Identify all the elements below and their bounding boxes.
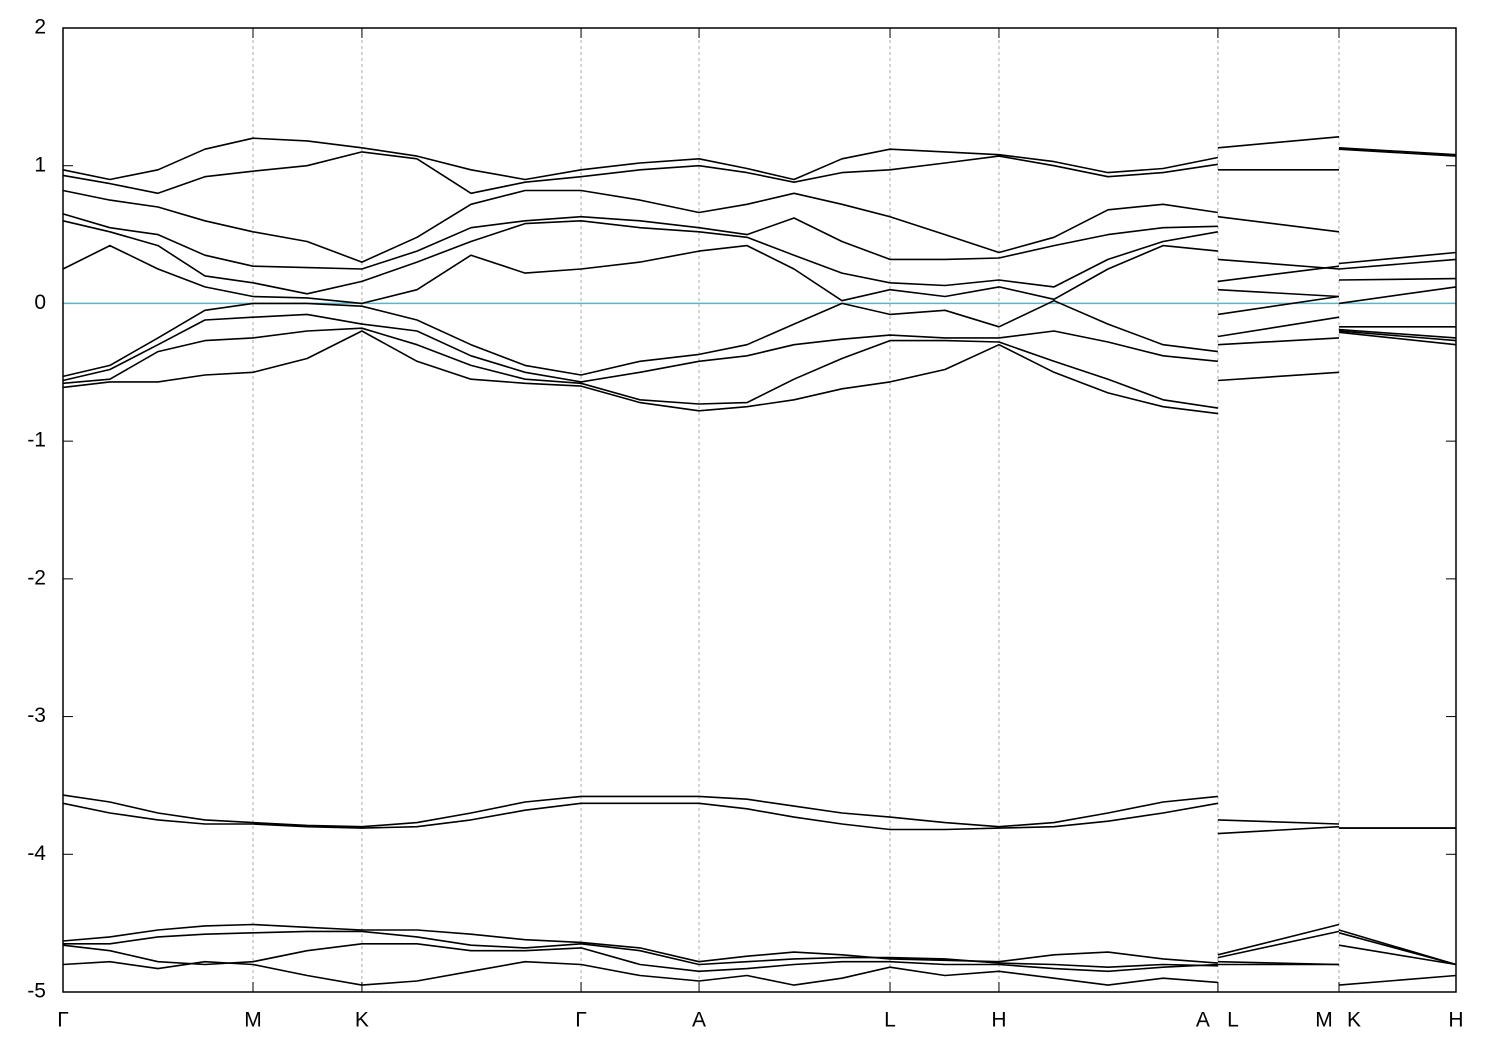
band-line xyxy=(62,802,1456,835)
x-tick-label: L xyxy=(884,1009,896,1032)
x-tick-label: K xyxy=(1347,1009,1361,1032)
band-line xyxy=(62,295,1456,378)
y-tick-label: -4 xyxy=(27,842,46,865)
plot-frame xyxy=(62,27,1457,993)
band-line xyxy=(62,220,1457,295)
y-tick-label: -3 xyxy=(27,704,46,727)
x-tick-label: H xyxy=(1448,1009,1463,1032)
x-tick-label: M xyxy=(1315,1009,1333,1032)
x-tick-label: Γ xyxy=(57,1009,69,1032)
y-tick-label: 2 xyxy=(34,16,46,39)
y-tick-label: -2 xyxy=(27,566,46,589)
x-tick-label: K xyxy=(355,1009,369,1032)
x-tick-label: M xyxy=(244,1009,262,1032)
x-tick-label: A xyxy=(692,1009,706,1032)
y-tick-label: 1 xyxy=(34,153,46,176)
band-line xyxy=(62,148,1457,195)
band-line xyxy=(62,189,1457,265)
y-tick-label: -5 xyxy=(27,980,46,1003)
x-tick-label: L xyxy=(1227,1009,1239,1032)
x-tick-label: A xyxy=(1196,1009,1210,1032)
band-line xyxy=(62,330,1457,415)
band-line xyxy=(62,213,1457,270)
band-line xyxy=(63,930,1457,968)
y-tick-label: 0 xyxy=(34,291,46,314)
band-line xyxy=(62,313,1457,383)
band-line xyxy=(62,244,1457,305)
band-line xyxy=(62,136,1457,181)
y-tick-label: -1 xyxy=(27,429,46,452)
x-tick-label: H xyxy=(991,1009,1006,1032)
band-line xyxy=(62,327,1457,409)
x-tick-label: Γ xyxy=(575,1009,587,1032)
band-line xyxy=(62,960,1457,986)
